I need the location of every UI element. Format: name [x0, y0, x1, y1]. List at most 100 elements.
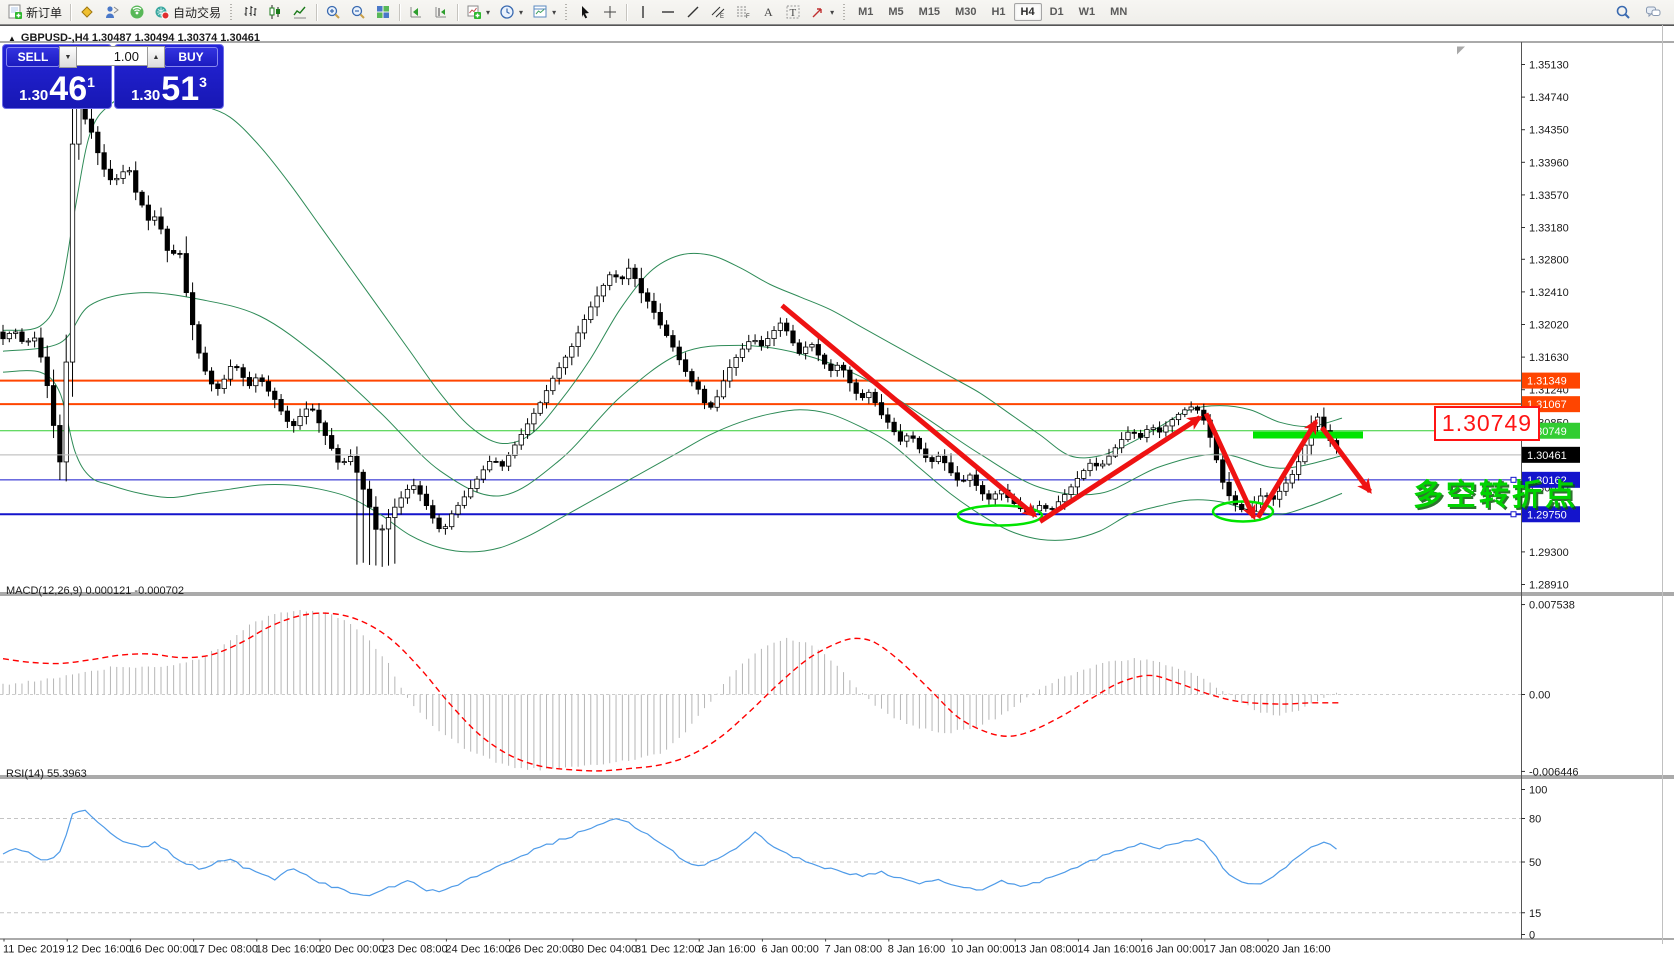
annotation-note-text: 多空转折点 — [1413, 479, 1578, 512]
new-order-button[interactable]: 新订单 — [3, 1, 66, 23]
price-badge-label: 1.30461 — [1527, 450, 1567, 462]
buy-price-big: 51 — [161, 70, 200, 108]
signals-button[interactable] — [125, 1, 149, 23]
volume-input[interactable]: 1.00 — [77, 46, 147, 66]
time-tick-label: 23 Dec 08:00 — [382, 944, 447, 956]
pane-borders — [0, 41, 1674, 940]
macd-tick-label: 0.007538 — [1529, 600, 1575, 612]
sell-button[interactable]: SELL — [6, 47, 60, 67]
line-handle[interactable] — [1510, 511, 1517, 518]
sell-price: 1.30 46 1 — [3, 72, 111, 106]
channel-icon: E — [711, 6, 725, 20]
zoom-out-button[interactable] — [346, 1, 370, 23]
time-tick-label: 16 Jan 00:00 — [1141, 944, 1205, 956]
toolbar-separator — [626, 3, 628, 21]
text-icon: A — [764, 5, 773, 19]
volume-increase-button[interactable]: ▲ — [147, 46, 165, 68]
price-tick-label: 1.33960 — [1529, 157, 1569, 169]
timeframe-h4[interactable]: H4 — [1013, 3, 1042, 21]
autotrade-icon — [155, 6, 170, 20]
toolbar-grip — [564, 3, 570, 21]
dropdown-caret-icon[interactable]: ▾ — [486, 7, 491, 17]
sell-price-pip: 1 — [87, 74, 95, 90]
timeframe-d1[interactable]: D1 — [1049, 6, 1064, 18]
timeframe-m30[interactable]: M30 — [955, 6, 977, 18]
trendline-button[interactable] — [681, 1, 705, 23]
templates-button[interactable]: ▾ — [528, 1, 560, 23]
search-icon[interactable] — [1611, 1, 1635, 23]
zoom-in-button[interactable] — [321, 1, 345, 23]
line-handle[interactable] — [1510, 476, 1517, 483]
turning-point-ellipse[interactable] — [1211, 500, 1275, 523]
channel-button[interactable]: E — [706, 1, 730, 23]
arrow-tools-button[interactable]: ▾ — [806, 1, 838, 23]
time-tick-label: 7 Jan 08:00 — [825, 944, 883, 956]
volume-decrease-button[interactable]: ▼ — [59, 46, 77, 68]
dropdown-caret-icon[interactable]: ▾ — [830, 7, 835, 17]
trend-arrow[interactable] — [1038, 415, 1203, 524]
price-callout-box: 1.30749 — [1434, 406, 1540, 441]
time-tick-label: 8 Jan 16:00 — [888, 944, 946, 956]
time-tick-label: 18 Dec 16:00 — [256, 944, 321, 956]
timeframe-m5[interactable]: M5 — [888, 6, 904, 18]
collapse-trade-panel-icon[interactable]: ▲ — [8, 33, 16, 43]
svg-text:E: E — [720, 14, 724, 20]
trend-arrow[interactable] — [1203, 412, 1257, 521]
chart-window[interactable]: 1.35130 1.34740 1.34350 1.33960 1.33570 1.331… — [0, 25, 1674, 956]
cursor-button[interactable] — [573, 1, 597, 23]
indicators-button[interactable]: ▾ — [462, 1, 494, 23]
buy-button[interactable]: BUY — [164, 47, 218, 67]
time-tick-label: 13 Jan 08:00 — [1014, 944, 1078, 956]
rsi-pane — [0, 809, 1521, 914]
buy-price-pip: 3 — [199, 74, 207, 90]
chat-icon[interactable] — [1641, 1, 1665, 23]
price-badge — [1522, 471, 1580, 488]
timeframe-m1[interactable]: M1 — [858, 6, 874, 18]
toolbar-grip — [842, 3, 848, 21]
cursor-icon — [582, 6, 590, 19]
autotrade-button[interactable]: 自动交易 — [150, 1, 225, 23]
auto-scroll-button[interactable] — [404, 1, 428, 23]
trend-arrow[interactable] — [780, 303, 1038, 518]
fibonacci-button[interactable]: F — [731, 1, 755, 23]
text-button[interactable]: A — [756, 1, 780, 23]
time-tick-label: 11 Dec 2019 — [3, 944, 65, 956]
horizontal-line-button[interactable] — [656, 1, 680, 23]
turning-point-ellipse[interactable] — [956, 504, 1044, 527]
timeframe-mn[interactable]: MN — [1110, 6, 1128, 18]
time-tick-label: 16 Dec 00:00 — [129, 944, 194, 956]
price-badge-label: 1.31349 — [1527, 376, 1567, 388]
templates-icon — [533, 5, 547, 18]
new-order-icon — [8, 4, 22, 19]
vertical-line-button[interactable] — [631, 1, 655, 23]
price-tick-label: 1.31630 — [1529, 352, 1569, 364]
crosshair-button[interactable] — [598, 1, 622, 23]
market-watch-button[interactable] — [100, 1, 124, 23]
trend-arrow[interactable] — [1320, 426, 1372, 494]
time-tick-label: 14 Jan 16:00 — [1077, 944, 1141, 956]
line-chart-button[interactable] — [288, 1, 312, 23]
chart-canvas[interactable]: 1.35130 1.34740 1.34350 1.33960 1.33570 1.331… — [0, 26, 1674, 970]
tile-windows-button[interactable] — [371, 1, 395, 23]
periods-button[interactable]: ▾ — [495, 1, 527, 23]
timeframe-h1[interactable]: H1 — [991, 6, 1006, 18]
fibonacci-icon: F — [737, 6, 750, 20]
timeframe-m15[interactable]: M15 — [918, 6, 941, 18]
price-badge — [1522, 446, 1580, 463]
bar-chart-button[interactable] — [238, 1, 262, 23]
price-badge — [1522, 506, 1580, 523]
trend-arrow[interactable] — [1255, 418, 1319, 519]
dropdown-caret-icon[interactable]: ▾ — [519, 7, 524, 17]
dropdown-caret-icon[interactable]: ▾ — [552, 7, 557, 17]
candlestick-button[interactable] — [263, 1, 287, 23]
quotes-button[interactable] — [75, 1, 99, 23]
chart-shift-button[interactable] — [429, 1, 453, 23]
autoscroll-icon — [410, 7, 422, 18]
time-tick-label: 30 Dec 04:00 — [572, 944, 637, 956]
sell-price-big: 46 — [49, 70, 88, 108]
price-tick-label: 1.28910 — [1529, 579, 1569, 591]
time-tick-label: 17 Jan 08:00 — [1204, 944, 1268, 956]
time-tick-label: 2 Jan 16:00 — [698, 944, 756, 956]
text-label-button[interactable]: T — [781, 1, 805, 23]
timeframe-w1[interactable]: W1 — [1078, 6, 1096, 18]
